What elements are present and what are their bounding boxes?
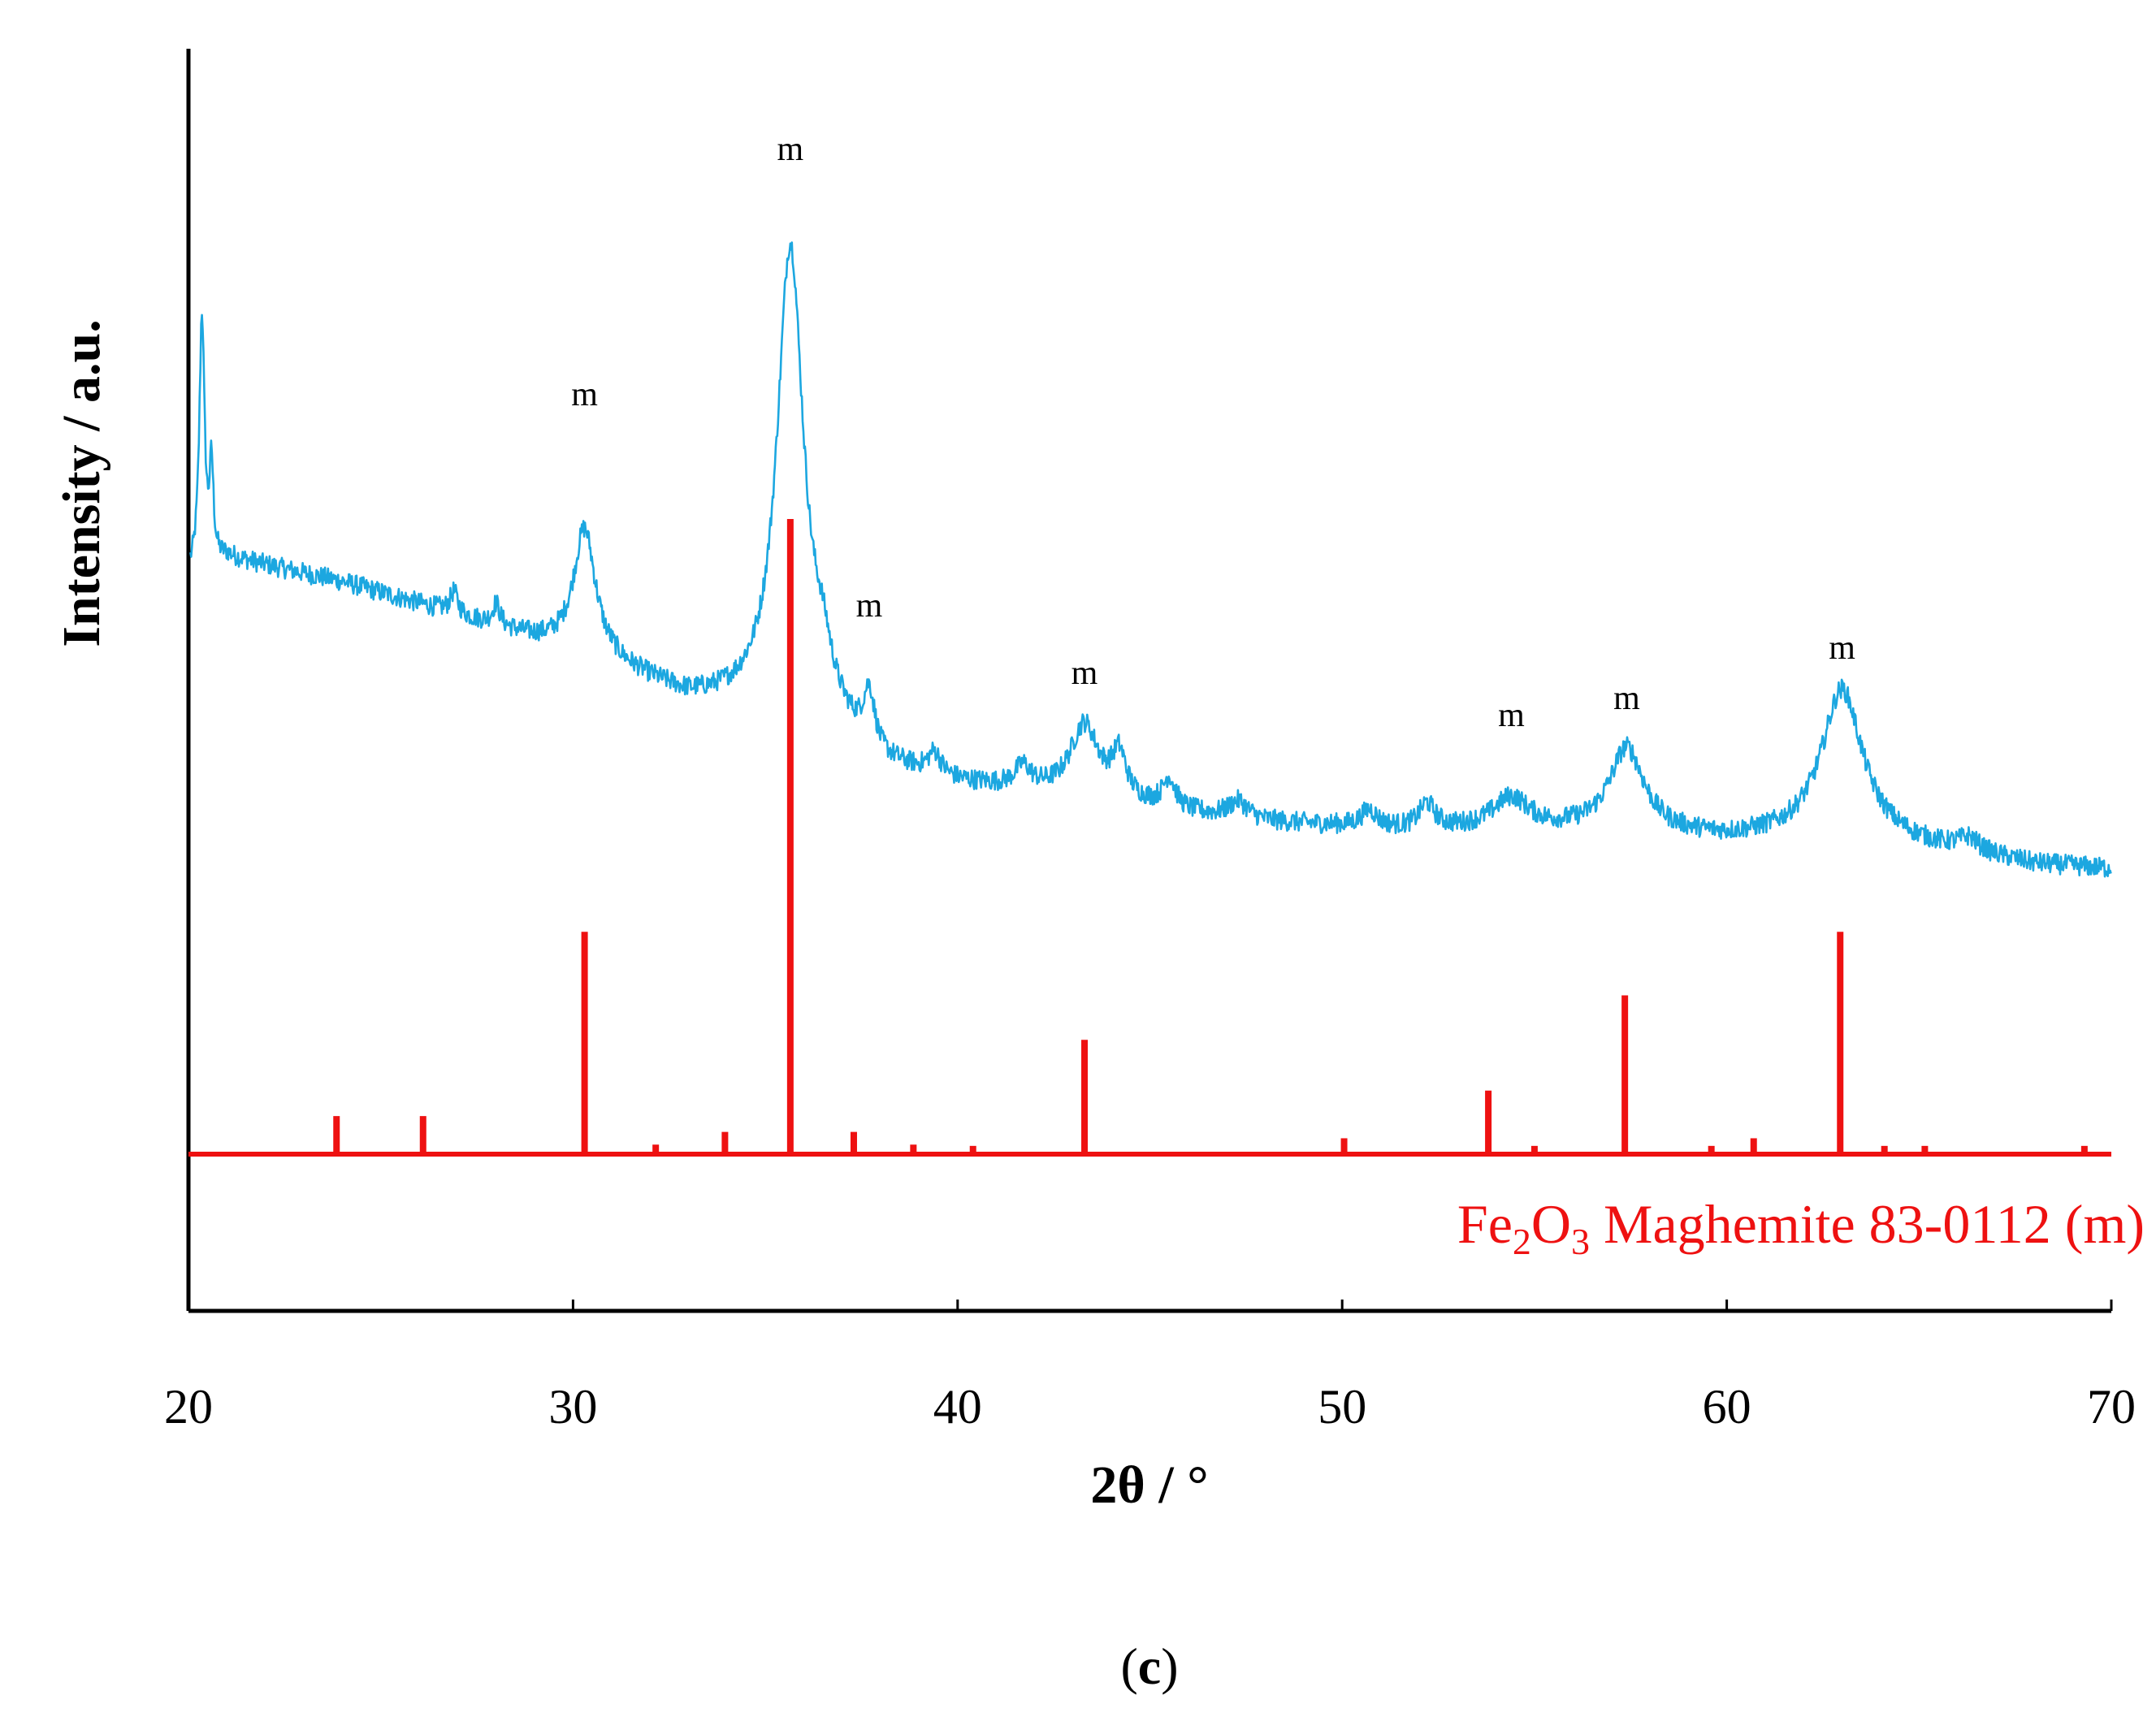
x-tick-label-20: 20 [164,1380,213,1434]
peak-label-0: m [571,376,598,413]
x-tick-label-60: 60 [1703,1380,1751,1434]
x-axis-title: 2θ / ° [1090,1455,1208,1515]
x-tick-marks [187,1300,2113,1311]
peak-label-3: m [1072,655,1098,692]
peak-label-2: m [856,587,883,625]
x-tick-label-40: 40 [933,1380,982,1434]
peak-labels: m m m m m m m [571,131,1855,734]
x-tick-label-50: 50 [1318,1380,1366,1434]
x-tick-label-70: 70 [2087,1380,2136,1434]
xrd-pattern-line [189,241,2112,878]
x-tick-labels: 20 30 40 50 60 70 [164,1380,2136,1434]
peak-label-1: m [777,131,804,168]
peak-label-6: m [1829,629,1855,667]
y-axis-title: Intensity / a.u. [52,319,111,647]
x-tick-label-30: 30 [548,1380,597,1434]
reference-sticks [333,519,2088,1154]
peak-label-5: m [1613,680,1640,717]
peak-label-4: m [1498,697,1525,734]
reference-legend: Fe2O3 Maghemite 83-0112 (m) [1457,1193,2145,1262]
panel-label: (c) [1120,1637,1178,1695]
